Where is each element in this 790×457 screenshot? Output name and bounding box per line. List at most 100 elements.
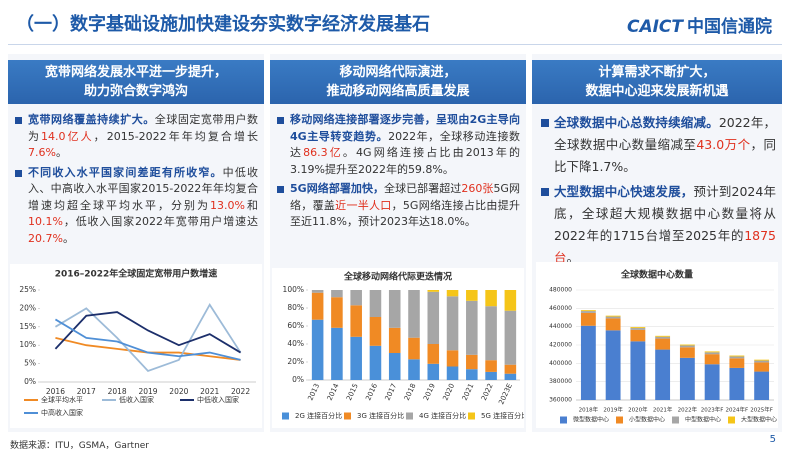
heading-line: 助力弥合数字鸿沟 [83, 84, 188, 99]
legend-swatch [282, 412, 289, 420]
x-tick-label: 2016 [46, 387, 65, 396]
bar-segment [754, 362, 770, 372]
bar-segment [369, 290, 382, 317]
bar-segment [630, 328, 646, 330]
series-line [54, 311, 242, 354]
bullet: 宽带网络覆盖持续扩大。全球固定宽带用户数为14.0亿人，2015-2022年年均… [14, 112, 258, 162]
text-run: 260张 [461, 182, 494, 195]
text-run: 。4G网络连接占比由2013年的3.19%提升至2022年的59.8%。 [290, 146, 520, 176]
legend-swatch [672, 416, 679, 424]
text-run: 和 [245, 198, 259, 212]
text-run: 全球数据中心总数持续缩减。 [554, 115, 719, 130]
x-tick-label: 2014 [326, 382, 341, 402]
text-run: 86.3亿 [303, 146, 343, 159]
text-run: 2022年，全球数据中心数量缩减至 [554, 115, 776, 152]
y-tick-label: 40% [287, 339, 304, 348]
bar-segment [729, 356, 745, 359]
bar-segment [580, 325, 596, 400]
bar-segment [388, 327, 401, 353]
bullet: 全球数据中心总数持续缩减。2022年，全球数据中心数量缩减至43.0万个，同比下… [540, 112, 776, 178]
legend-label: 3G 连接百分比 [357, 411, 404, 420]
legend-swatch [616, 416, 623, 424]
y-tick-label: 5% [24, 359, 36, 368]
text-run: 不同收入水平国家间差距有所收窄。 [28, 165, 223, 179]
bar-segment [350, 336, 362, 380]
x-tick-label: 2019年 [603, 406, 623, 414]
bar-segment [466, 369, 478, 380]
x-tick-label: 2016 [364, 382, 379, 402]
bar-segment [605, 315, 621, 317]
text-run: 5G网络部署加快， [290, 182, 385, 195]
bar-segment [408, 359, 420, 380]
slide-title: （一）数字基础设施加快建设夯实数字经济发展基石 [16, 14, 430, 35]
x-tick-label: 2022 [231, 387, 250, 396]
x-tick-label: 2023E [497, 382, 514, 406]
bar-segment [427, 363, 440, 380]
text-run: 。 [55, 146, 67, 159]
text-run: 1875台 [554, 228, 776, 265]
bullet: 5G网络部署加快，全球已部署超过260张5G网络，覆盖近一半人口，5G网络连接占… [276, 181, 520, 231]
series-line [54, 302, 242, 373]
legend-label: 小型数据中心 [629, 416, 665, 424]
bar-segment [388, 290, 401, 328]
text-run: 移动网络连接部署逐步完善，呈现由2G主导向4G主导转变趋势。 [290, 113, 520, 143]
bullet: 不同收入水平国家间差距有所收窄。中低收入、中高收入水平国家2015-2022年年… [14, 165, 258, 248]
bar-segment [679, 347, 695, 358]
legend-swatch [728, 416, 735, 424]
bar-segment [350, 305, 362, 337]
bar-segment [446, 296, 459, 351]
heading-line: 计算需求不断扩大， [598, 65, 716, 80]
x-tick-label: 2020年 [628, 406, 648, 414]
bar-segment [655, 336, 671, 339]
column-heading: 计算需求不断扩大， 数据中心迎来发展新机遇 [532, 60, 782, 104]
legend-swatch [344, 412, 351, 420]
x-tick-label: 2022年 [678, 406, 698, 414]
legend-label: 微型数据中心 [573, 416, 609, 424]
heading-line: 数据中心迎来发展新机遇 [585, 84, 729, 99]
bar-segment [504, 364, 517, 374]
legend-label: 全球平均水平 [41, 395, 83, 404]
legend-label: 5G 连接百分比 [481, 411, 524, 420]
legend-label: 4G 连接百分比 [419, 411, 466, 420]
text-run: ，低收入国家2022年宽带用户增速达 [62, 215, 258, 228]
bar-segment [427, 291, 440, 344]
bar-segment [655, 335, 671, 337]
bullets: 全球数据中心总数持续缩减。2022年，全球数据中心数量缩减至43.0万个，同比下… [540, 112, 776, 272]
bar-segment [729, 355, 745, 357]
bar-segment [408, 290, 420, 338]
chart-title: 2016–2022年全球固定宽带用户数增速 [55, 268, 218, 280]
text-run: 中低收入、中高收入水平国家2015-2022年年均复合增速均超全球平均水平，分别… [28, 165, 259, 212]
bar-segment [655, 338, 671, 350]
text-run: 全球已部署超过 [384, 182, 462, 195]
bar-segment [485, 290, 497, 307]
series-line [55, 336, 241, 361]
bar-segment [729, 358, 745, 368]
bar-segment [331, 290, 343, 298]
x-tick-label: 2022 [480, 382, 495, 402]
y-tick-label: 100% [283, 285, 304, 294]
x-tick-label: 2015 [345, 382, 360, 402]
y-tick-label: 360000 [549, 397, 572, 404]
bar-segment [350, 290, 362, 306]
logo-text: CAICT [626, 17, 683, 37]
x-tick-label: 2017 [77, 387, 96, 396]
bullets: 宽带网络覆盖持续扩大。全球固定宽带用户数为14.0亿人，2015-2022年年均… [14, 112, 258, 250]
y-tick-label: 380000 [549, 378, 572, 385]
y-tick-label: 10% [19, 340, 36, 349]
text-run: 宽带网络覆盖持续扩大。 [28, 113, 155, 126]
text-run: 7.6% [28, 146, 56, 159]
bar-segment [580, 312, 596, 326]
text-run: 13.0% [210, 198, 245, 212]
text-run: 全球固定宽带用户数为 [28, 113, 259, 143]
bar-segment [630, 327, 646, 329]
bar-segment [580, 311, 596, 313]
text-run: 大型数据中心快速发展， [554, 184, 694, 199]
chart-title: 全球移动网络代际更迭情况 [343, 271, 452, 283]
x-tick-label: 2024年F [726, 406, 749, 414]
bullet: 大型数据中心快速发展，预计到2024年底，全球超大规模数据中心数量将从2022年… [540, 181, 776, 269]
x-tick-label: 2023年F [701, 406, 724, 414]
text-run: ，5G网络连接占比由提升至近11.8%，预计2023年达18.0%。 [290, 198, 521, 229]
bar-segment [605, 316, 621, 319]
text-run: 20.7% [28, 231, 63, 245]
